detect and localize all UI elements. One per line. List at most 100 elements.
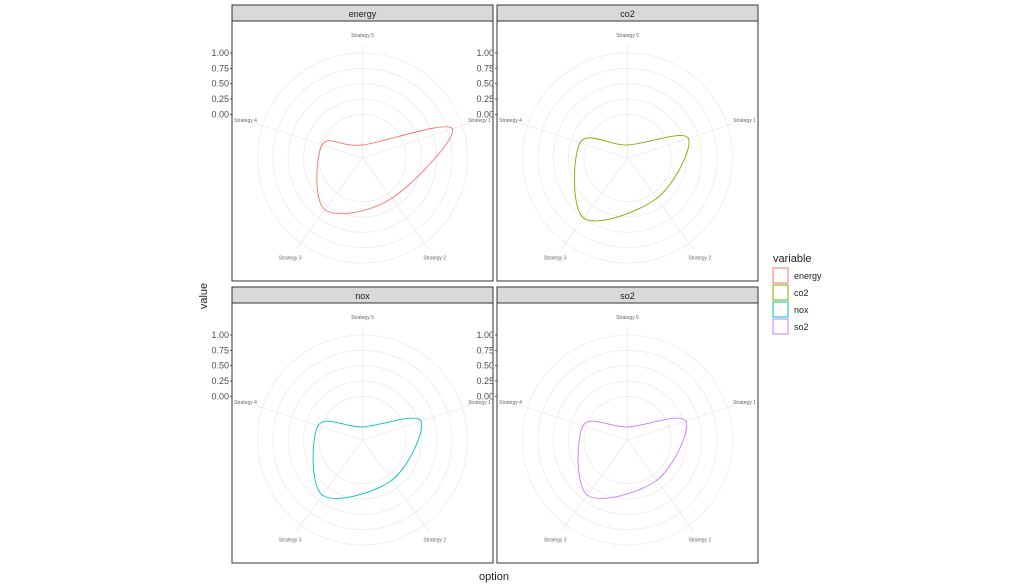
legend-entry-co2: co2 bbox=[772, 284, 809, 301]
category-label: Strategy 5 bbox=[616, 33, 639, 39]
category-label: Strategy 5 bbox=[351, 33, 374, 39]
data-point-energy bbox=[391, 197, 393, 199]
spoke bbox=[627, 439, 695, 532]
category-label: Strategy 2 bbox=[423, 538, 446, 544]
radial-tick-label: 0.25 bbox=[476, 376, 494, 386]
radial-tick-label: 0.75 bbox=[211, 345, 229, 355]
category-label: Strategy 2 bbox=[423, 256, 446, 262]
radial-tick-label: 0.25 bbox=[211, 94, 229, 104]
category-label: Strategy 3 bbox=[544, 538, 567, 544]
spoke bbox=[627, 157, 695, 250]
category-label: Strategy 2 bbox=[688, 538, 711, 544]
radial-tick-label: 1.00 bbox=[476, 48, 494, 58]
data-point-so2 bbox=[582, 424, 584, 427]
legend-title: variable bbox=[773, 253, 812, 265]
data-point-nox bbox=[317, 424, 319, 427]
legend: variable energy co2 nox so2 bbox=[772, 253, 822, 335]
radial-tick-label: 0.00 bbox=[476, 391, 494, 401]
radial-tick-label: 1.00 bbox=[476, 330, 494, 340]
series-line-nox bbox=[312, 417, 423, 499]
facet-panels: energy Strategy 1 Strategy 2 Strategy 3 Stra… bbox=[211, 4, 759, 564]
spoke bbox=[627, 122, 736, 159]
radial-grid bbox=[254, 45, 471, 264]
category-label: Strategy 3 bbox=[544, 256, 567, 262]
legend-key bbox=[772, 318, 789, 335]
legend-label: co2 bbox=[794, 288, 809, 298]
facet-strip-label: co2 bbox=[620, 9, 635, 19]
radial-grid bbox=[254, 327, 471, 546]
category-label: Strategy 4 bbox=[234, 400, 257, 406]
legend-key bbox=[772, 267, 789, 284]
category-label: Strategy 5 bbox=[351, 315, 374, 321]
legend-label: nox bbox=[794, 305, 809, 315]
radial-tick-label: 0.00 bbox=[476, 109, 494, 119]
facet-panel-nox: nox Strategy 1 Strategy 2 Strategy 3 Strateg… bbox=[211, 286, 494, 564]
spoke bbox=[560, 157, 628, 250]
radial-tick-label: 0.75 bbox=[476, 63, 494, 73]
legend-key bbox=[772, 301, 789, 318]
category-label: Strategy 3 bbox=[279, 256, 302, 262]
spoke bbox=[254, 404, 363, 441]
category-label: Strategy 4 bbox=[499, 400, 522, 406]
spoke bbox=[295, 157, 363, 250]
spoke bbox=[362, 404, 471, 441]
data-point-co2 bbox=[583, 217, 585, 219]
legend-label: so2 bbox=[794, 322, 809, 332]
spoke bbox=[362, 157, 430, 250]
category-label: Strategy 4 bbox=[499, 118, 522, 124]
radial-grid bbox=[519, 45, 736, 264]
category-label: Strategy 2 bbox=[688, 256, 711, 262]
spoke bbox=[627, 404, 736, 441]
facet-panel-so2: so2 Strategy 1 Strategy 2 Strategy 3 Strateg… bbox=[476, 286, 759, 564]
radial-tick-label: 1.00 bbox=[211, 48, 229, 58]
radial-tick-label: 0.50 bbox=[476, 361, 494, 371]
radial-tick-label: 0.25 bbox=[211, 376, 229, 386]
category-label: Strategy 5 bbox=[616, 315, 639, 321]
data-point-co2 bbox=[579, 142, 581, 144]
data-point-energy bbox=[361, 144, 364, 146]
radial-tick-label: 0.25 bbox=[476, 94, 494, 104]
data-point-so2 bbox=[656, 479, 658, 481]
spoke bbox=[295, 439, 363, 532]
radial-tick-label: 0.75 bbox=[211, 63, 229, 73]
facet-panel-co2: co2 Strategy 1 Strategy 2 Strategy 3 Strateg… bbox=[476, 4, 759, 282]
radial-tick-label: 0.50 bbox=[476, 79, 494, 89]
spoke bbox=[362, 439, 430, 532]
radial-tick-label: 0.00 bbox=[211, 109, 229, 119]
category-label: Strategy 3 bbox=[279, 538, 302, 544]
data-point-energy bbox=[321, 144, 323, 146]
category-label: Strategy 1 bbox=[733, 400, 756, 406]
data-point-nox bbox=[420, 420, 422, 422]
category-label: Strategy 4 bbox=[234, 118, 257, 124]
legend-entry-so2: so2 bbox=[772, 318, 809, 335]
data-point-co2 bbox=[626, 144, 629, 146]
spoke bbox=[519, 404, 628, 441]
facet-panel-energy: energy Strategy 1 Strategy 2 Strategy 3 Stra… bbox=[211, 4, 494, 282]
series-line-energy bbox=[316, 126, 453, 215]
data-point-co2 bbox=[687, 137, 689, 139]
data-point-co2 bbox=[656, 197, 658, 199]
data-point-nox bbox=[361, 426, 364, 428]
legend-entry-nox: nox bbox=[772, 301, 809, 318]
radial-grid bbox=[519, 327, 736, 546]
data-point-so2 bbox=[586, 494, 589, 496]
radial-tick-label: 1.00 bbox=[211, 330, 229, 340]
legend-label: energy bbox=[794, 271, 822, 281]
spoke bbox=[519, 122, 628, 159]
spoke bbox=[254, 122, 363, 159]
category-label: Strategy 1 bbox=[733, 118, 756, 124]
series-line-co2 bbox=[574, 135, 690, 222]
category-label: Strategy 1 bbox=[468, 400, 491, 406]
y-axis-label: value bbox=[198, 283, 210, 309]
series-line-so2 bbox=[577, 417, 688, 499]
data-point-energy bbox=[451, 128, 454, 130]
radial-tick-label: 0.50 bbox=[211, 79, 229, 89]
data-point-nox bbox=[391, 479, 393, 481]
category-label: Strategy 1 bbox=[468, 118, 491, 124]
data-point-nox bbox=[321, 494, 324, 496]
radial-tick-label: 0.75 bbox=[476, 345, 494, 355]
radial-tick-label: 0.50 bbox=[211, 361, 229, 371]
spoke bbox=[560, 439, 628, 532]
legend-key bbox=[772, 284, 789, 301]
